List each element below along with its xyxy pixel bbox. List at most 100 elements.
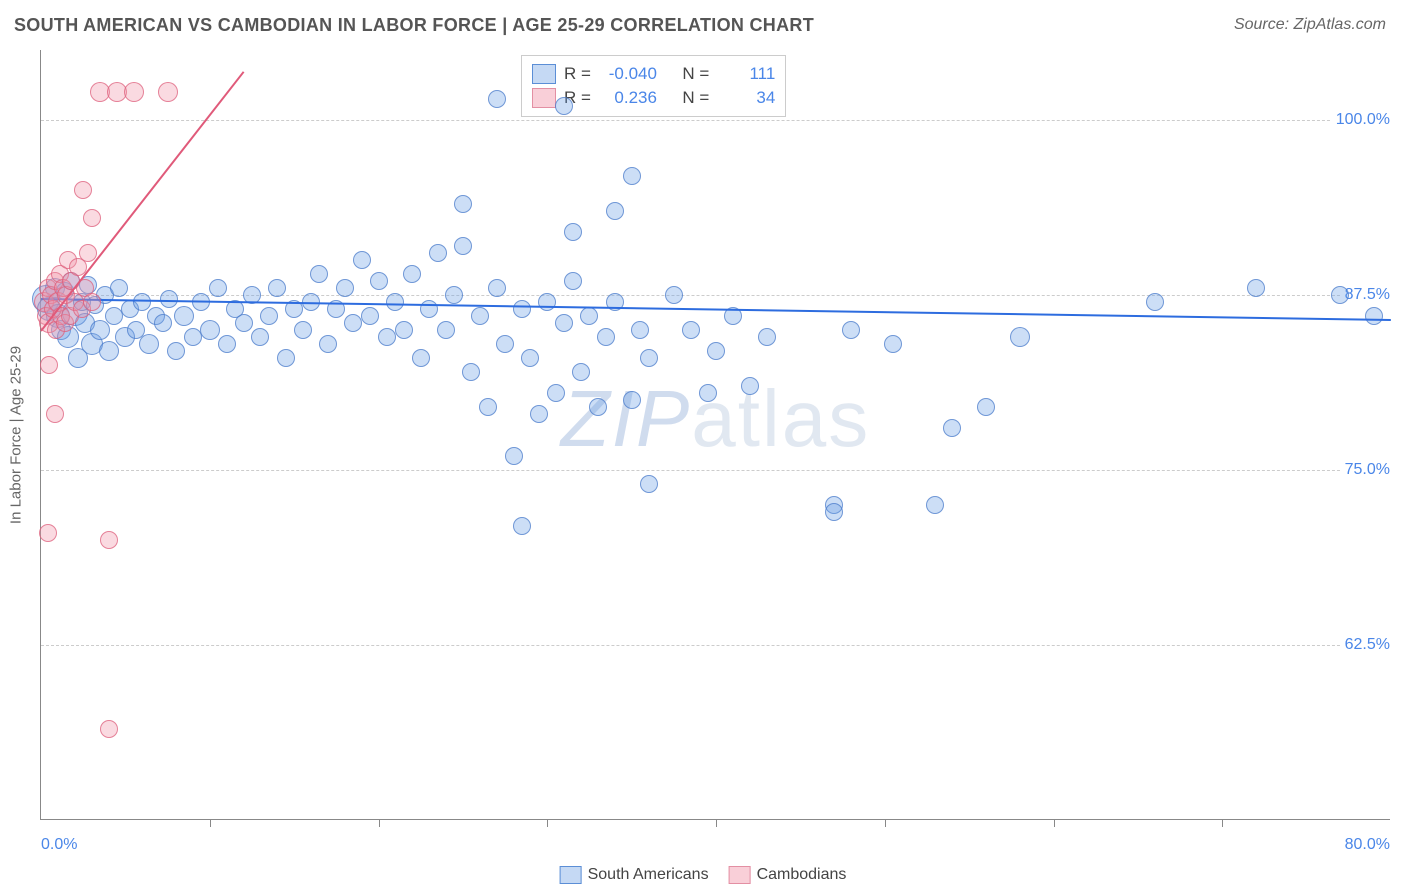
x-axis-min-label: 0.0% [41, 836, 77, 854]
data-point [167, 342, 185, 360]
r-value: 0.236 [599, 88, 657, 108]
x-tick [547, 819, 548, 827]
data-point [623, 391, 641, 409]
data-point [218, 335, 236, 353]
n-value: 111 [717, 64, 775, 84]
data-point [139, 334, 159, 354]
data-point [154, 314, 172, 332]
data-point [294, 321, 312, 339]
data-point [110, 279, 128, 297]
data-point [100, 531, 118, 549]
data-point [825, 503, 843, 521]
watermark-atlas: atlas [691, 374, 870, 463]
data-point [74, 181, 92, 199]
data-point [488, 90, 506, 108]
plot-area: In Labor Force | Age 25-29 ZIPatlas 0.0%… [40, 50, 1390, 820]
data-point [758, 328, 776, 346]
legend-swatch [532, 88, 556, 108]
data-point [1365, 307, 1383, 325]
data-point [640, 349, 658, 367]
data-point [943, 419, 961, 437]
data-point [707, 342, 725, 360]
data-point [133, 293, 151, 311]
data-point [429, 244, 447, 262]
gridline [41, 120, 1390, 121]
data-point [488, 279, 506, 297]
x-tick [379, 819, 380, 827]
data-point [395, 321, 413, 339]
data-point [209, 279, 227, 297]
data-point [505, 447, 523, 465]
data-point [462, 363, 480, 381]
data-point [174, 306, 194, 326]
data-point [521, 349, 539, 367]
chart-source: Source: ZipAtlas.com [1234, 16, 1386, 34]
data-point [538, 293, 556, 311]
x-tick [210, 819, 211, 827]
data-point [479, 398, 497, 416]
data-point [200, 320, 220, 340]
r-label: R = [564, 64, 591, 84]
data-point [420, 300, 438, 318]
data-point [403, 265, 421, 283]
n-label: N = [682, 88, 709, 108]
chart-title: SOUTH AMERICAN VS CAMBODIAN IN LABOR FOR… [14, 15, 814, 36]
legend-item: Cambodians [729, 866, 847, 884]
data-point [926, 496, 944, 514]
legend-row: R =-0.040 N =111 [532, 62, 775, 86]
data-point [319, 335, 337, 353]
data-point [977, 398, 995, 416]
x-tick [1054, 819, 1055, 827]
y-axis-title: In Labor Force | Age 25-29 [8, 345, 25, 523]
legend-label: Cambodians [757, 866, 847, 884]
data-point [99, 341, 119, 361]
data-point [268, 279, 286, 297]
data-point [564, 272, 582, 290]
data-point [597, 328, 615, 346]
x-axis-max-label: 80.0% [1345, 836, 1390, 854]
data-point [547, 384, 565, 402]
data-point [496, 335, 514, 353]
data-point [606, 202, 624, 220]
data-point [386, 293, 404, 311]
data-point [454, 195, 472, 213]
data-point [1146, 293, 1164, 311]
data-point [260, 307, 278, 325]
data-point [1010, 327, 1030, 347]
data-point [682, 321, 700, 339]
data-point [361, 307, 379, 325]
data-point [842, 321, 860, 339]
data-point [378, 328, 396, 346]
data-point [623, 167, 641, 185]
data-point [344, 314, 362, 332]
legend-label: South Americans [588, 866, 709, 884]
data-point [513, 517, 531, 535]
data-point [580, 307, 598, 325]
data-point [884, 335, 902, 353]
watermark-zip: ZIP [561, 374, 691, 463]
data-point [564, 223, 582, 241]
gridline [41, 645, 1390, 646]
data-point [277, 349, 295, 367]
data-point [105, 307, 123, 325]
legend-item: South Americans [560, 866, 709, 884]
x-tick [1222, 819, 1223, 827]
data-point [555, 314, 573, 332]
data-point [83, 209, 101, 227]
data-point [665, 286, 683, 304]
data-point [530, 405, 548, 423]
data-point [589, 398, 607, 416]
data-point [454, 237, 472, 255]
data-point [235, 314, 253, 332]
gridline [41, 470, 1390, 471]
series-legend: South Americans Cambodians [560, 866, 847, 884]
data-point [437, 321, 455, 339]
data-point [251, 328, 269, 346]
data-point [158, 82, 178, 102]
y-tick-label: 62.5% [1340, 636, 1395, 654]
r-value: -0.040 [599, 64, 657, 84]
watermark: ZIPatlas [561, 373, 870, 465]
data-point [572, 363, 590, 381]
legend-swatch [560, 866, 582, 884]
data-point [555, 97, 573, 115]
